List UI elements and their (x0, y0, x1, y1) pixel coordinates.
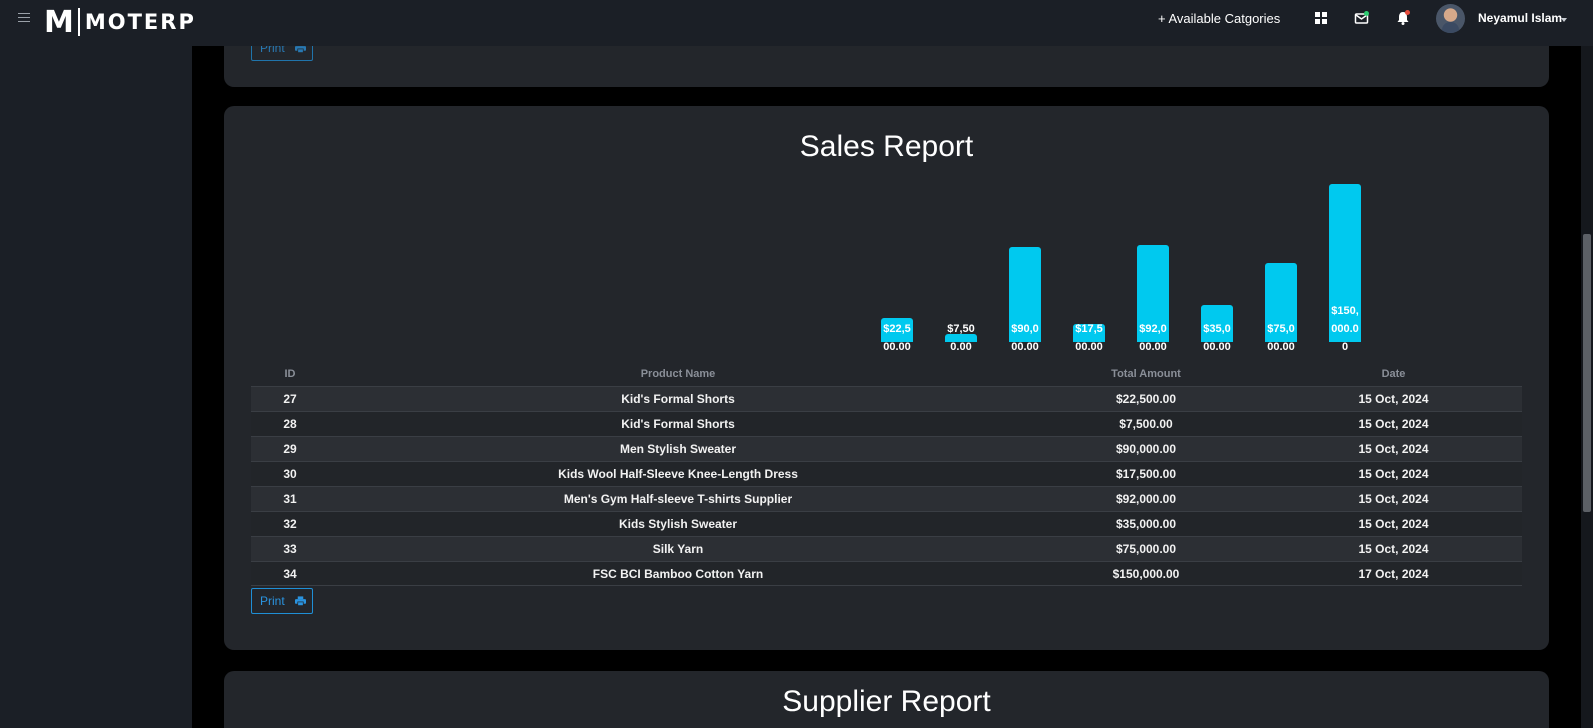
row-product-name: FSC BCI Bamboo Cotton Yarn (592, 566, 764, 581)
row-id: 30 (283, 467, 297, 481)
print-icon (294, 596, 306, 606)
chart-data-label: $92,0 (1139, 323, 1167, 335)
row-product-name: Kids Stylish Sweater (618, 517, 738, 531)
top-navbar: M MOTERP + Available Catgories Neyamul I… (0, 0, 1593, 46)
row-date: 15 Oct, 2024 (1358, 517, 1429, 531)
row-date: 15 Oct, 2024 (1358, 417, 1429, 431)
chart-data-label: 000.0 (1331, 323, 1359, 335)
row-total-amount: $35,000.00 (1115, 517, 1177, 531)
chart-bar[interactable] (1137, 245, 1169, 342)
chart-bar[interactable] (1009, 247, 1041, 342)
column-header-date: Date (1381, 368, 1406, 380)
row-total-amount: $22,500.00 (1115, 392, 1177, 406)
chart-bar[interactable] (1201, 305, 1233, 342)
row-date: 15 Oct, 2024 (1358, 542, 1429, 556)
row-product-name: Kid's Formal Shorts (621, 417, 735, 431)
column-header-product-name: Product Name (640, 368, 716, 380)
row-id: 34 (283, 566, 297, 581)
sales-table: ID Product Name Total Amount Date 27 Kid'… (251, 362, 1522, 586)
mail-icon[interactable] (1354, 10, 1370, 26)
table-row: 34 FSC BCI Bamboo Cotton Yarn $150,000.00 1… (251, 561, 1522, 586)
chart-data-label: $22,5 (883, 323, 911, 335)
row-product-name: Men's Gym Half-sleeve T-shirts Supplier (563, 492, 793, 506)
print-button[interactable]: Print (251, 588, 313, 614)
chart-data-label: $150, (1331, 305, 1359, 317)
chart-data-label: 0.00 (950, 341, 972, 353)
chart-data-label: 0 (1341, 341, 1349, 353)
table-row: 33 Silk Yarn $75,000.00 15 Oct, 2024 (251, 536, 1522, 561)
bell-notification-dot (1405, 10, 1410, 15)
row-id: 27 (283, 392, 297, 406)
chart-data-label: $17,5 (1075, 323, 1103, 335)
table-body: 27 Kid's Formal Shorts $22,500.00 15 Oct, 2… (251, 386, 1522, 586)
chart-data-label: 00.00 (1075, 341, 1103, 353)
row-product-name: Men Stylish Sweater (619, 442, 737, 456)
supplier-report-card: Supplier Report (224, 671, 1549, 728)
table-row: 29 Men Stylish Sweater $90,000.00 15 Oct, 2… (251, 436, 1522, 461)
sales-report-card: Sales Report $22,5 00.00 $7,50 0.00 $90,0 00.… (224, 106, 1549, 650)
chart-data-label: 00.00 (1203, 341, 1231, 353)
table-row: 32 Kids Stylish Sweater $35,000.00 15 Oct, … (251, 511, 1522, 536)
chart-data-label: $75,0 (1267, 323, 1295, 335)
row-id: 31 (283, 492, 297, 506)
logo-text: MOTERP (84, 10, 196, 34)
chart-bar[interactable] (1329, 184, 1361, 342)
row-date: 17 Oct, 2024 (1358, 566, 1429, 581)
row-product-name: Silk Yarn (652, 542, 704, 556)
table-header: ID Product Name Total Amount Date (251, 362, 1522, 386)
column-header-total-amount: Total Amount (1111, 368, 1181, 380)
chart-bar[interactable] (1073, 323, 1105, 342)
chevron-down-icon[interactable] (1561, 18, 1567, 22)
logo-divider (77, 8, 80, 36)
chart-bar[interactable] (1265, 263, 1297, 342)
row-total-amount: $150,000.00 (1112, 566, 1180, 581)
table-row: 30 Kids Wool Half-Sleeve Knee-Length Dres… (251, 461, 1522, 486)
print-button-label: Print (260, 594, 285, 608)
chart-data-label: $35,0 (1203, 323, 1231, 335)
chart-data-label: 00.00 (883, 341, 911, 353)
table-row: 31 Men's Gym Half-sleeve T-shirts Supplie… (251, 486, 1522, 511)
sidebar (0, 46, 192, 728)
supplier-report-title: Supplier Report (782, 685, 991, 718)
avatar[interactable] (1436, 4, 1465, 33)
logo-mark: M (44, 4, 74, 40)
column-header-id: ID (284, 368, 296, 380)
row-total-amount: $75,000.00 (1115, 542, 1177, 556)
row-id: 33 (283, 542, 297, 556)
chart-bar[interactable] (881, 318, 913, 342)
row-id: 28 (283, 417, 297, 431)
chart-bar[interactable] (945, 334, 977, 342)
table-row: 27 Kid's Formal Shorts $22,500.00 15 Oct, 2… (251, 386, 1522, 411)
mail-notification-dot (1364, 11, 1369, 16)
row-id: 29 (283, 442, 297, 456)
table-row: 28 Kid's Formal Shorts $7,500.00 15 Oct, 20… (251, 411, 1522, 436)
row-id: 32 (283, 517, 297, 531)
scrollbar-thumb[interactable] (1583, 234, 1591, 512)
row-date: 15 Oct, 2024 (1358, 492, 1429, 506)
chart-data-label: $7,50 (947, 323, 975, 335)
row-date: 15 Oct, 2024 (1358, 392, 1429, 406)
sales-report-title: Sales Report (799, 130, 974, 163)
grid-icon[interactable] (1313, 10, 1329, 26)
row-date: 15 Oct, 2024 (1358, 467, 1429, 481)
sales-bar-chart: $22,5 00.00 $7,50 0.00 $90,0 00.00 $17,5 00.00 $… (224, 176, 1549, 356)
row-total-amount: $92,000.00 (1115, 492, 1177, 506)
chart-data-label: $90,0 (1011, 323, 1039, 335)
menu-icon[interactable] (18, 13, 30, 25)
logo[interactable]: M MOTERP (44, 4, 196, 40)
available-categories-link[interactable]: + Available Catgories (1158, 11, 1281, 26)
row-product-name: Kid's Formal Shorts (621, 392, 735, 406)
row-total-amount: $17,500.00 (1115, 467, 1177, 481)
row-total-amount: $90,000.00 (1115, 442, 1177, 456)
row-date: 15 Oct, 2024 (1358, 442, 1429, 456)
row-total-amount: $7,500.00 (1119, 417, 1173, 431)
row-product-name: Kids Wool Half-Sleeve Knee-Length Dress (558, 467, 798, 481)
chart-data-label: 00.00 (1139, 341, 1167, 353)
chart-data-label: 00.00 (1267, 341, 1295, 353)
page-scrollbar[interactable] (1581, 46, 1593, 728)
user-name[interactable]: Neyamul Islam (1478, 11, 1563, 25)
chart-data-label: 00.00 (1011, 341, 1039, 353)
